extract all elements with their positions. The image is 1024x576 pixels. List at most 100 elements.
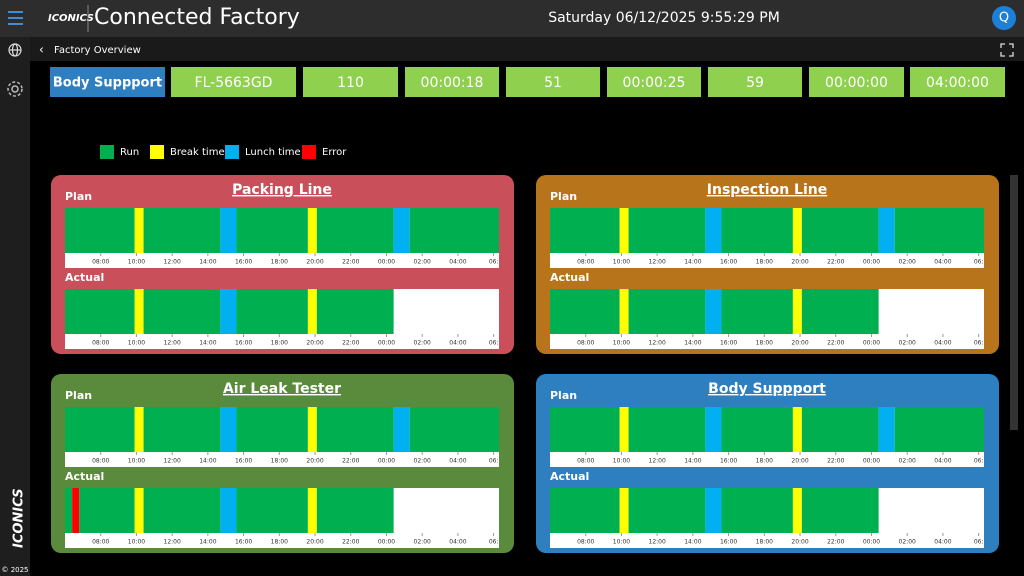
tick-label: 06:	[974, 259, 984, 266]
timeline-segment	[878, 208, 895, 253]
timeline-segment	[619, 208, 629, 253]
tick-label: 14:00	[684, 458, 701, 465]
actual-label: Actual	[65, 470, 104, 483]
tick-label: 14:00	[684, 259, 701, 266]
tick-label: 12:00	[164, 340, 181, 347]
timeline-segment	[236, 208, 308, 253]
tick-label: 04:00	[449, 259, 466, 266]
tick-label: 22:00	[827, 259, 844, 266]
tick-label: 00:00	[863, 539, 880, 546]
tick-label: 22:00	[342, 539, 359, 546]
tick-label: 14:00	[199, 458, 216, 465]
breadcrumb-bar	[30, 37, 1024, 61]
tick-label: 12:00	[649, 539, 666, 546]
header-logo: ICONICS	[48, 13, 94, 24]
tick-label: 10:00	[128, 539, 145, 546]
summary-box	[506, 67, 600, 97]
timeline-segment	[307, 208, 317, 253]
tick-label: 22:00	[827, 340, 844, 347]
app-title: Connected Factory	[94, 5, 300, 30]
chart-area: 08:00 10:00 12:00 14:00 16:00 18:00 20:00 22:00…	[550, 407, 984, 465]
fullscreen-icon[interactable]	[1000, 43, 1014, 57]
sidebar-logo: ICONICS	[12, 488, 27, 548]
timeline-segment	[65, 208, 135, 253]
timeline-segment	[316, 289, 394, 334]
tick-label: 10:00	[613, 539, 630, 546]
tick-label: 04:00	[934, 458, 951, 465]
panel-title: Air Leak Tester	[223, 381, 341, 397]
tick-label: 00:00	[863, 340, 880, 347]
legend-label: Run	[120, 147, 139, 158]
tick-label: 22:00	[342, 458, 359, 465]
tick-label: 08:00	[577, 458, 594, 465]
tick-label: 18:00	[756, 539, 773, 546]
tick-label: 20:00	[306, 458, 323, 465]
search-button[interactable]	[992, 6, 1016, 30]
tick-label: 14:00	[684, 539, 701, 546]
legend-label: Error	[322, 147, 347, 158]
summary-value: 00:00:25	[623, 75, 686, 91]
timeline-segment	[143, 488, 221, 533]
tick-label: 12:00	[649, 340, 666, 347]
back-arrow[interactable]: ‹	[39, 43, 44, 57]
tick-label: 00:00	[378, 458, 395, 465]
timeline-segment	[619, 289, 629, 334]
timeline-segment	[894, 407, 984, 452]
tick-label: 10:00	[128, 259, 145, 266]
tick-label: 10:00	[128, 340, 145, 347]
plan-label: Plan	[550, 389, 577, 402]
tick-label: 02:00	[414, 458, 431, 465]
tick-label: 08:00	[577, 539, 594, 546]
tick-label: 20:00	[791, 259, 808, 266]
timeline-segment	[236, 407, 308, 452]
tick-label: 14:00	[199, 539, 216, 546]
legend-label: Lunch time	[245, 147, 301, 158]
tick-label: 20:00	[306, 539, 323, 546]
timeline-segment	[143, 407, 221, 452]
chart-area: 08:00 10:00 12:00 14:00 16:00 18:00 20:00 22:00…	[65, 289, 498, 347]
scrollbar[interactable]	[1010, 175, 1018, 430]
tick-label: 20:00	[306, 340, 323, 347]
summary-line-name: Body Suppport	[53, 76, 162, 91]
timeline-segment	[79, 488, 135, 533]
plan-label: Plan	[65, 389, 92, 402]
timeline-segment	[307, 407, 317, 452]
timeline-segment	[72, 488, 80, 533]
tick-label: 12:00	[164, 259, 181, 266]
timeline-segment	[65, 488, 73, 533]
timeline-segment	[316, 208, 394, 253]
tick-label: 10:00	[613, 458, 630, 465]
copyright: © 2025	[1, 566, 28, 574]
tick-label: 18:00	[271, 259, 288, 266]
timeline-segment	[409, 407, 499, 452]
panel-title: Inspection Line	[707, 182, 827, 198]
timeline-segment	[143, 208, 221, 253]
tick-label: 08:00	[92, 458, 109, 465]
tick-label: 00:00	[378, 259, 395, 266]
chart-area: 08:00 10:00 12:00 14:00 16:00 18:00 20:00 22:00…	[550, 488, 983, 546]
tick-label: 16:00	[720, 340, 737, 347]
sidebar	[0, 37, 30, 576]
timeline-segment	[792, 208, 802, 253]
tick-label: 22:00	[342, 259, 359, 266]
globe-icon[interactable]	[8, 43, 22, 57]
summary-box	[809, 67, 904, 97]
menu-icon[interactable]	[8, 11, 23, 25]
tick-label: 08:00	[577, 340, 594, 347]
tick-label: 02:00	[414, 340, 431, 347]
timeline-segment	[307, 289, 317, 334]
tick-label: 22:00	[342, 340, 359, 347]
timeline-segment	[628, 289, 706, 334]
timeline-segment	[550, 289, 620, 334]
breadcrumb[interactable]: Factory Overview	[54, 45, 141, 56]
tick-label: 10:00	[128, 458, 145, 465]
timeline-chart: 08:00 10:00 12:00 14:00 16:00 18:00 20:00 22:00…	[550, 407, 984, 467]
timeline-segment	[307, 488, 317, 533]
tick-label: 06:	[974, 539, 984, 546]
timeline-segment	[705, 208, 722, 253]
summary-box	[708, 67, 802, 97]
settings-icon[interactable]	[7, 81, 23, 97]
tick-label: 20:00	[791, 539, 808, 546]
timeline-segment	[705, 289, 722, 334]
timeline-segment	[393, 208, 410, 253]
